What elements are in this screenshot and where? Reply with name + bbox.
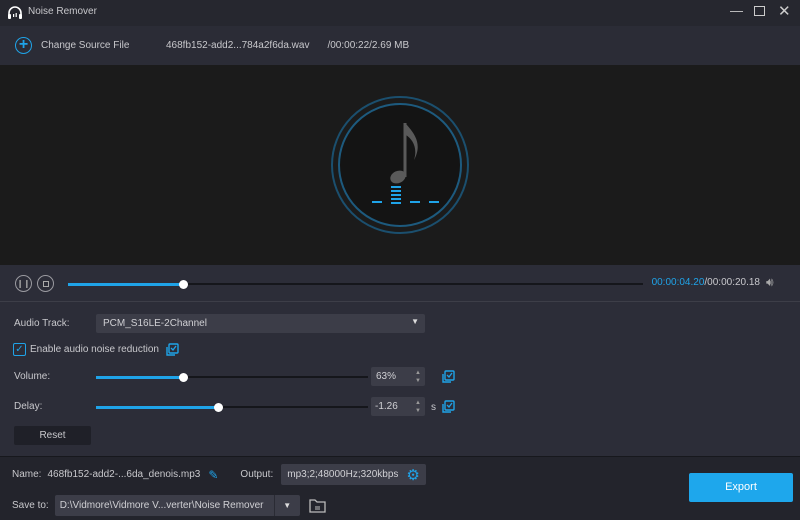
audio-track-select[interactable]: PCM_S16LE-2Channel ▼ (96, 314, 425, 333)
save-to-row: Save to: D:\Vidmore\Vidmore V...verter\N… (12, 495, 326, 516)
player-bar: ❙❙ 00:00:04.20 /00:00:20.18 🔊︎ (0, 265, 800, 302)
add-icon[interactable]: + (15, 37, 32, 54)
reset-button[interactable]: Reset (14, 426, 91, 445)
window-title: Noise Remover (28, 6, 97, 17)
source-file-info: /00:00:22/2.69 MB (327, 40, 410, 51)
volume-input[interactable]: 63% ▲ ▼ (371, 367, 425, 386)
save-to-label: Save to: (12, 500, 49, 511)
volume-icon[interactable]: 🔊︎ (766, 275, 774, 289)
noise-reduction-label: Enable audio noise reduction (30, 344, 159, 355)
save-path-field[interactable]: D:\Vidmore\Vidmore V...verter\Noise Remo… (54, 495, 300, 516)
total-time: /00:00:20.18 (704, 277, 760, 288)
current-time: 00:00:04.20 (651, 277, 705, 288)
headphones-icon (8, 6, 22, 19)
music-visualizer-icon (331, 96, 469, 234)
export-button[interactable]: Export (689, 473, 793, 502)
time-display: 00:00:04.20 /00:00:20.18 (652, 277, 760, 288)
output-format-value: mp3;2;48000Hz;320kbps (287, 469, 399, 480)
maximize-button[interactable] (754, 6, 765, 16)
audio-track-label: Audio Track: (14, 318, 70, 329)
progress-fill (68, 282, 183, 286)
save-path-value: D:\Vidmore\Vidmore V...verter\Noise Remo… (59, 500, 264, 511)
noise-reduction-row: ✓ Enable audio noise reduction (13, 343, 179, 356)
volume-fill (96, 375, 184, 379)
delay-input[interactable]: -1.26 ▲ ▼ (371, 397, 425, 416)
apply-all-icon[interactable] (442, 400, 455, 413)
volume-value: 63% (376, 371, 397, 382)
progress-slider[interactable] (68, 279, 643, 289)
output-file-name: 468fb152-add2-...6da_denois.mp3 (47, 469, 201, 480)
delay-stepper[interactable]: ▲ ▼ (415, 400, 421, 414)
apply-all-icon[interactable] (166, 343, 179, 356)
chevron-down-icon: ▼ (411, 317, 419, 326)
gear-icon[interactable]: ⚙ (406, 466, 420, 484)
name-output-row: Name: 468fb152-add2-...6da_denois.mp3 ✎ … (12, 464, 426, 485)
apply-all-icon[interactable] (442, 370, 455, 383)
volume-slider[interactable] (96, 372, 368, 382)
change-source-button[interactable]: Change Source File (41, 40, 130, 51)
delay-label: Delay: (14, 401, 43, 412)
minimize-button[interactable]: — (730, 3, 743, 18)
pause-button[interactable]: ❙❙ (15, 275, 32, 292)
volume-label: Volume: (14, 371, 51, 382)
close-button[interactable]: ✕ (778, 3, 791, 20)
stop-button[interactable] (37, 275, 54, 292)
name-label: Name: (12, 469, 42, 480)
save-path-dropdown[interactable]: ▼ (273, 495, 300, 516)
source-bar: + Change Source File 468fb152-add2...784… (0, 26, 800, 65)
delay-slider[interactable] (96, 402, 368, 412)
volume-stepper[interactable]: ▲ ▼ (415, 370, 421, 384)
noise-reduction-checkbox[interactable]: ✓ (13, 343, 26, 356)
delay-unit: s (431, 402, 436, 413)
folder-icon[interactable] (309, 498, 326, 513)
audio-track-value: PCM_S16LE-2Channel (103, 318, 207, 329)
output-bar: Name: 468fb152-add2-...6da_denois.mp3 ✎ … (0, 456, 800, 520)
edit-icon[interactable]: ✎ (208, 467, 219, 482)
source-file-name: 468fb152-add2...784a2f6da.wav (166, 40, 310, 51)
delay-value: -1.26 (375, 401, 398, 412)
title-bar: Noise Remover — ✕ (0, 0, 800, 26)
audio-preview (0, 65, 800, 265)
delay-handle[interactable] (214, 402, 224, 412)
output-format-field[interactable]: mp3;2;48000Hz;320kbps ⚙ (281, 464, 426, 485)
progress-handle[interactable] (179, 279, 188, 289)
output-label: Output: (240, 469, 274, 480)
volume-handle[interactable] (179, 372, 189, 382)
delay-fill (96, 405, 219, 409)
